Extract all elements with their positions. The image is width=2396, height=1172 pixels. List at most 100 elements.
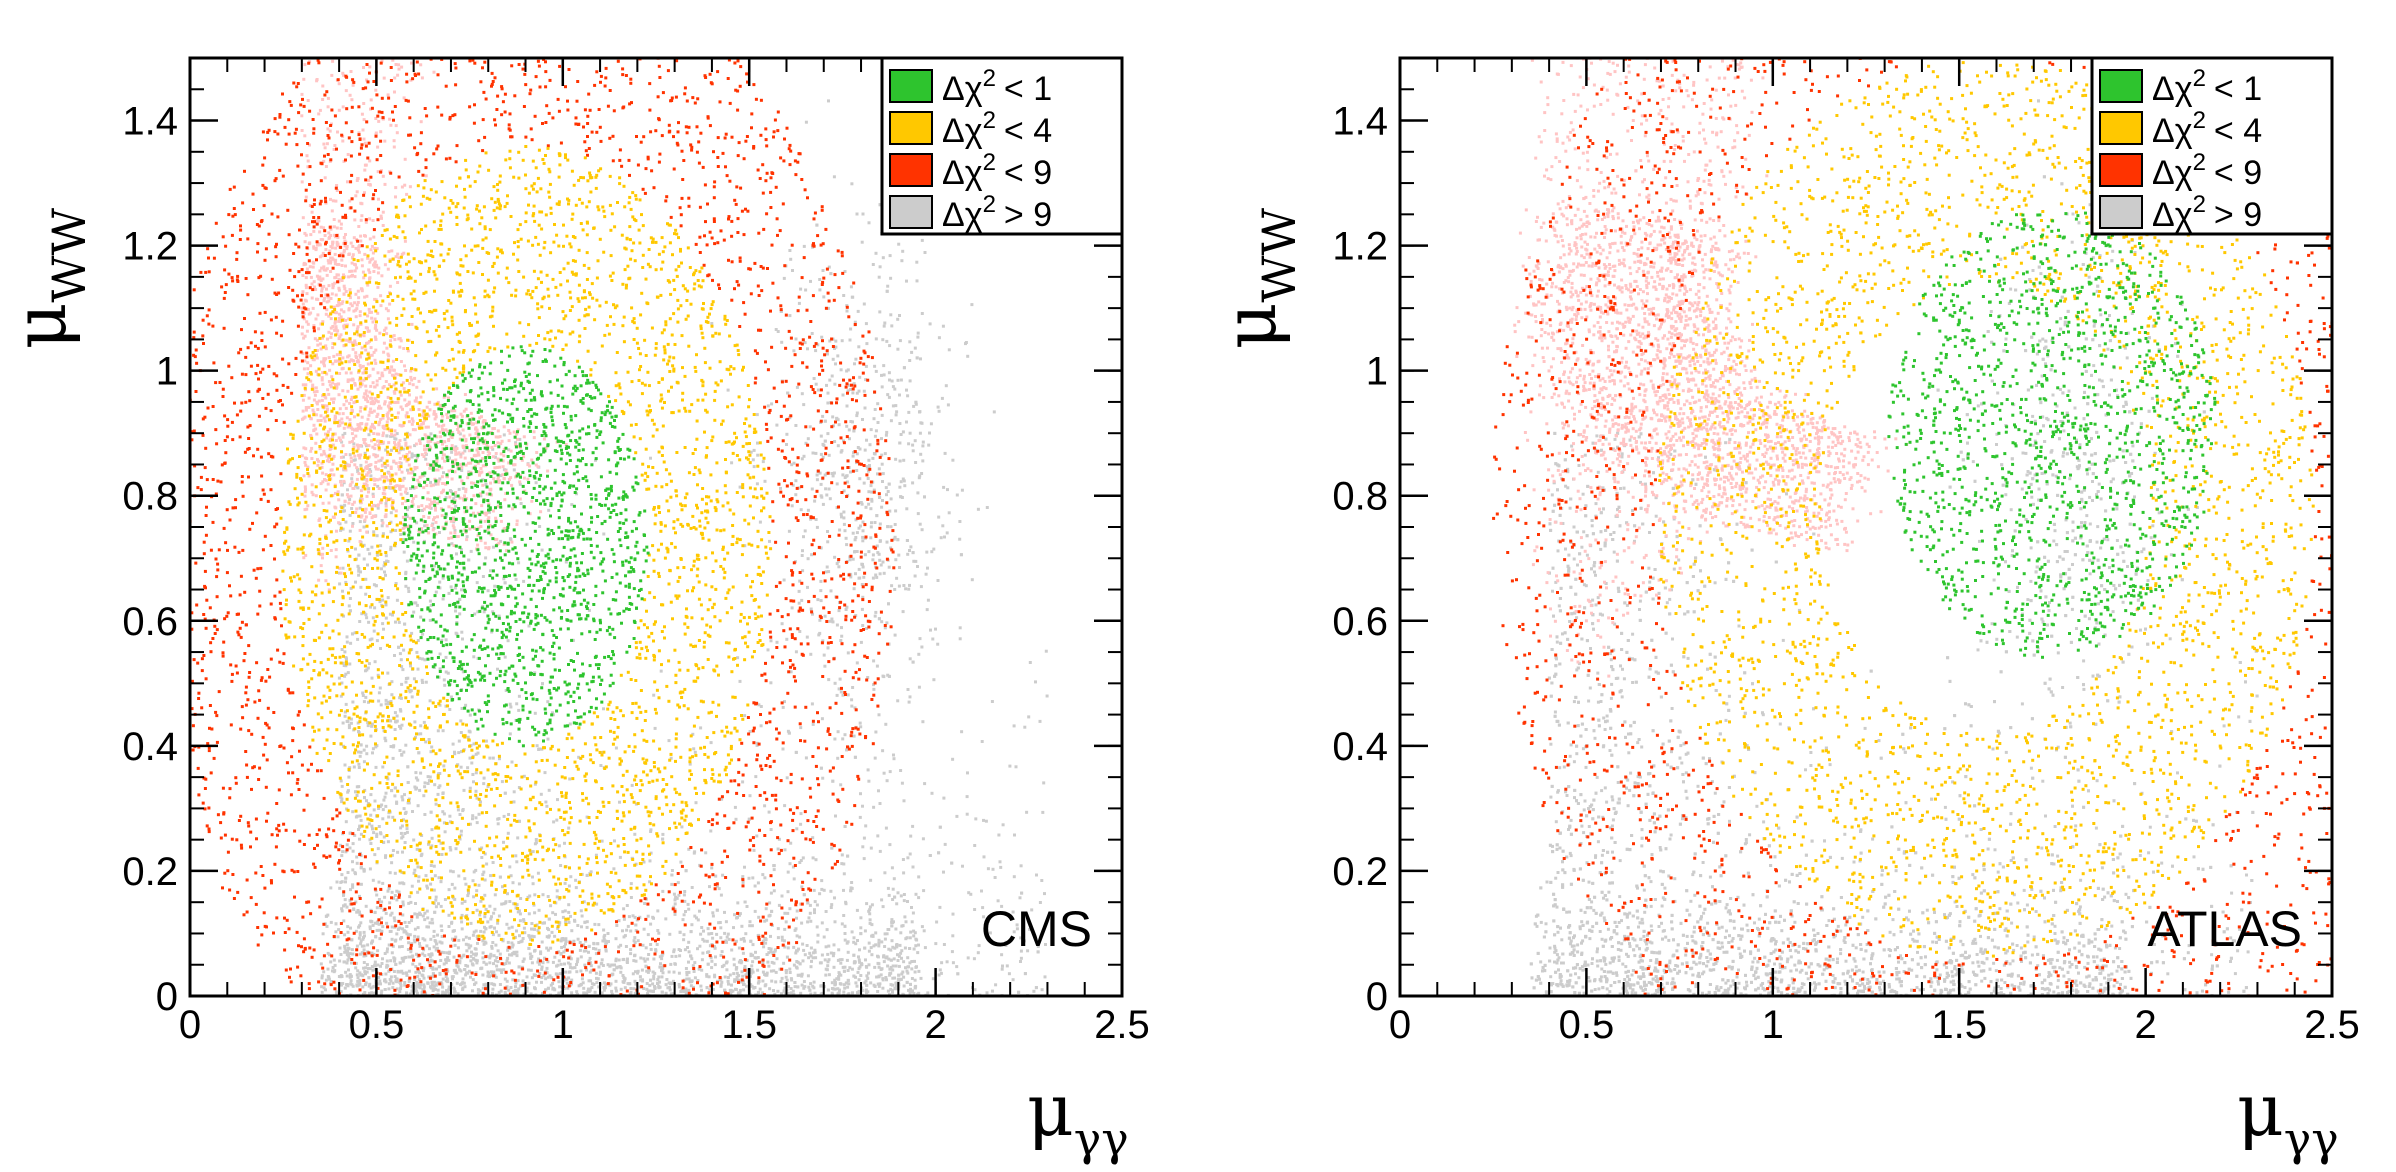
scatter-point-above9: [508, 702, 512, 706]
scatter-point-excluded: [382, 475, 386, 479]
scatter-point-above9: [661, 971, 665, 975]
scatter-point-above9: [850, 967, 854, 971]
scatter-point-excluded: [515, 432, 519, 436]
scatter-point-above9: [839, 368, 843, 372]
scatter-point-excluded: [349, 371, 353, 375]
scatter-point-above9: [775, 423, 779, 427]
scatter-point-excluded: [491, 509, 495, 513]
scatter-point-above9: [473, 982, 476, 986]
scatter-point-above9: [438, 784, 442, 788]
scatter-point-above9: [390, 911, 394, 915]
scatter-point-above9: [489, 954, 493, 958]
scatter-point-above9: [677, 985, 681, 989]
scatter-point-excluded: [367, 490, 370, 494]
scatter-point-above9: [613, 963, 616, 967]
scatter-point-above9: [815, 473, 819, 477]
scatter-point-above9: [772, 950, 776, 954]
scatter-point-above9: [549, 946, 553, 950]
scatter-point-above9: [423, 911, 427, 915]
scatter-point-above9: [779, 486, 782, 490]
scatter-point-above9: [346, 790, 350, 794]
scatter-point-above9: [912, 559, 916, 563]
scatter-point-excluded: [404, 487, 408, 491]
scatter-point-above9: [890, 918, 894, 922]
scatter-point-above9: [787, 731, 791, 735]
scatter-point-above9: [540, 548, 544, 552]
scatter-point-above9: [516, 989, 520, 993]
scatter-point-above9: [756, 881, 760, 885]
scatter-point-above9: [748, 794, 752, 798]
scatter-point-above9: [590, 968, 594, 972]
scatter-point-above9: [370, 920, 374, 924]
scatter-point-above9: [699, 984, 703, 988]
scatter-point-above9: [522, 926, 526, 930]
scatter-point-excluded: [407, 402, 411, 405]
scatter-point-above9: [519, 897, 523, 900]
scatter-point-above9: [370, 676, 374, 680]
scatter-point-above9: [398, 945, 401, 949]
scatter-point-above9: [448, 708, 452, 711]
scatter-point-above9: [886, 673, 890, 677]
scatter-point-above9: [431, 989, 435, 992]
scatter-point-above9: [715, 908, 719, 912]
scatter-point-above9: [408, 895, 412, 899]
scatter-point-above9: [539, 952, 543, 956]
scatter-point-above9: [570, 966, 574, 970]
scatter-point-above9: [886, 989, 890, 993]
scatter-point-above9: [909, 987, 912, 991]
scatter-point-above9: [732, 963, 736, 967]
scatter-point-above9: [834, 362, 837, 366]
scatter-point-above9: [809, 954, 813, 958]
scatter-point-above9: [833, 987, 837, 991]
scatter-point-above9: [928, 854, 932, 857]
scatter-point-above9: [424, 740, 428, 744]
scatter-point-above9: [826, 306, 830, 310]
scatter-point-above9: [357, 936, 361, 940]
scatter-point-above9: [449, 695, 453, 699]
scatter-point-above9: [451, 977, 454, 981]
scatter-point-above9: [887, 893, 891, 897]
scatter-point-above9: [661, 832, 665, 836]
scatter-point-above9: [430, 745, 434, 749]
scatter-point-above9: [596, 942, 600, 946]
scatter-point-above9: [347, 968, 350, 972]
scatter-point-above9: [499, 989, 503, 993]
scatter-point-above9: [382, 840, 385, 844]
scatter-point-above9: [856, 446, 860, 449]
scatter-point-above9: [887, 482, 891, 486]
scatter-point-above9: [743, 714, 747, 718]
scatter-point-above9: [370, 941, 373, 945]
scatter-point-above9: [810, 959, 813, 963]
scatter-point-above9: [843, 270, 847, 273]
scatter-point-above9: [973, 988, 977, 992]
scatter-point-above9: [958, 637, 962, 641]
scatter-point-above9: [384, 702, 388, 706]
scatter-point-above9: [874, 251, 878, 255]
scatter-point-above9: [387, 887, 391, 891]
scatter-point-excluded: [387, 250, 391, 254]
scatter-point-above9: [860, 502, 864, 506]
scatter-point-above9: [449, 869, 453, 873]
scatter-point-above9: [786, 946, 790, 950]
scatter-point-above9: [772, 864, 776, 868]
scatter-point-above9: [874, 943, 878, 947]
scatter-point-excluded: [334, 555, 338, 559]
scatter-point-above9: [340, 873, 344, 877]
scatter-point-excluded: [354, 308, 358, 312]
scatter-point-above9: [629, 987, 633, 990]
scatter-point-above9: [916, 951, 920, 955]
scatter-point-above9: [346, 946, 350, 950]
scatter-point-above9: [873, 965, 877, 969]
scatter-point-above9: [343, 898, 347, 902]
scatter-point-above9: [522, 774, 526, 778]
scatter-point-above9: [568, 722, 572, 726]
scatter-point-excluded: [301, 216, 305, 220]
scatter-point-above9: [459, 731, 463, 734]
scatter-point-excluded: [546, 469, 550, 473]
scatter-point-above9: [810, 702, 814, 706]
scatter-point-above9: [902, 893, 906, 896]
scatter-point-above9: [676, 881, 680, 885]
scatter-point-above9: [852, 587, 856, 591]
scatter-point-above9: [343, 503, 347, 507]
scatter-point-above9: [845, 480, 849, 484]
